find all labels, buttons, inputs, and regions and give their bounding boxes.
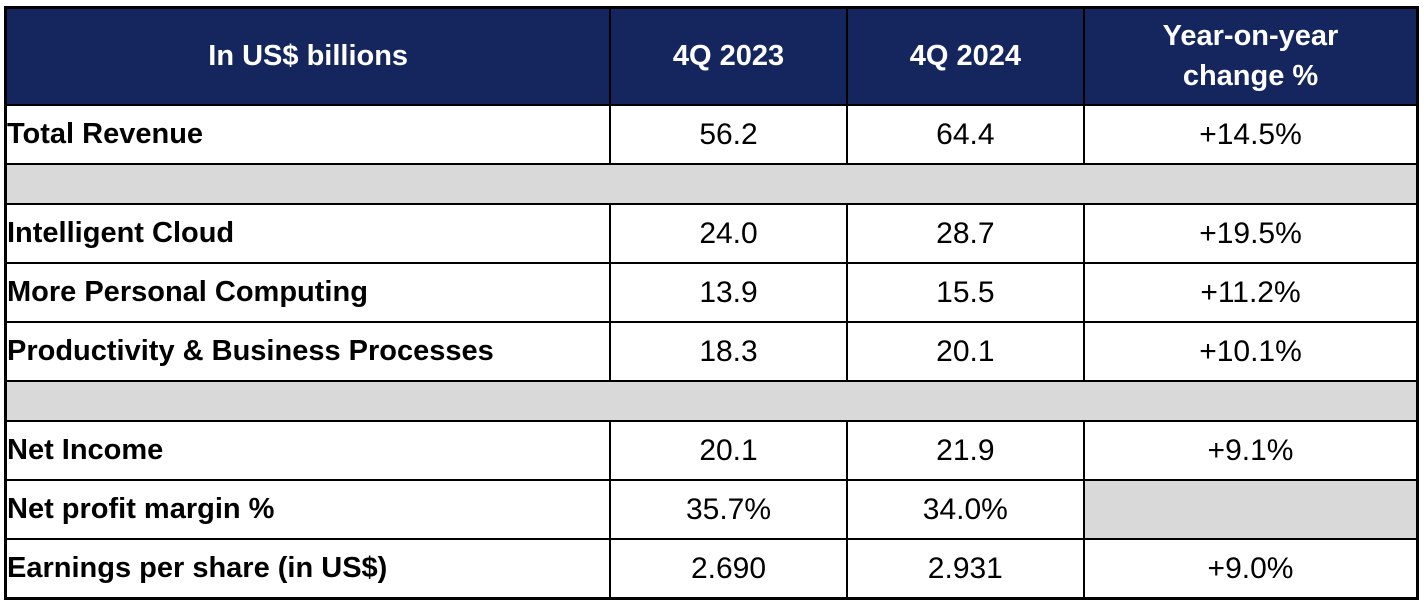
- cell-q4-2024: 34.0%: [845, 479, 1086, 540]
- row-label: Intelligent Cloud: [4, 203, 612, 264]
- row-label: Net profit margin %: [4, 479, 612, 540]
- row-label: Productivity & Business Processes: [4, 321, 612, 382]
- table-row-earnings-per-share: Earnings per share (in US$) 2.690 2.931 …: [4, 538, 1419, 600]
- table-row-productivity-business-processes: Productivity & Business Processes 18.3 2…: [4, 321, 1419, 382]
- cell-q4-2023: 2.690: [609, 538, 848, 600]
- spacer-row: [5, 380, 1418, 422]
- cell-yoy: +11.2%: [1083, 262, 1419, 323]
- table-row-net-income: Net Income 20.1 21.9 +9.1%: [4, 420, 1419, 481]
- header-yoy-line2: change %: [1182, 59, 1319, 92]
- spacer-cell: [5, 380, 1418, 422]
- table-body: Total Revenue 56.2 64.4 +14.5% Intellige…: [4, 104, 1419, 600]
- table-header: In US$ billions 4Q 2023 4Q 2024 Year-on-…: [4, 6, 1419, 106]
- cell-yoy: +9.1%: [1083, 420, 1419, 481]
- financial-results-table: In US$ billions 4Q 2023 4Q 2024 Year-on-…: [4, 6, 1419, 600]
- cell-yoy: +19.5%: [1083, 203, 1419, 264]
- header-yoy-line1: Year-on-year: [1162, 20, 1339, 53]
- table-row-more-personal-computing: More Personal Computing 13.9 15.5 +11.2%: [4, 262, 1419, 323]
- header-yoy-change: Year-on-year change %: [1083, 6, 1419, 106]
- cell-q4-2024: 20.1: [845, 321, 1086, 382]
- cell-q4-2023: 13.9: [609, 262, 848, 323]
- cell-q4-2024: 21.9: [845, 420, 1086, 481]
- cell-q4-2023: 24.0: [609, 203, 848, 264]
- cell-q4-2024: 28.7: [845, 203, 1086, 264]
- spacer-cell: [5, 163, 1418, 205]
- table-row-intelligent-cloud: Intelligent Cloud 24.0 28.7 +19.5%: [4, 203, 1419, 264]
- row-label: Net Income: [4, 420, 612, 481]
- table-row-total-revenue: Total Revenue 56.2 64.4 +14.5%: [4, 104, 1419, 165]
- cell-yoy-empty: [1083, 479, 1419, 540]
- header-q4-2023: 4Q 2023: [609, 6, 848, 106]
- cell-q4-2023: 35.7%: [609, 479, 848, 540]
- cell-q4-2023: 20.1: [609, 420, 848, 481]
- cell-yoy: +14.5%: [1083, 104, 1419, 165]
- row-label: Total Revenue: [4, 104, 612, 165]
- cell-q4-2023: 56.2: [609, 104, 848, 165]
- cell-q4-2024: 2.931: [845, 538, 1086, 600]
- cell-q4-2024: 15.5: [845, 262, 1086, 323]
- row-label: Earnings per share (in US$): [4, 538, 612, 600]
- row-label: More Personal Computing: [4, 262, 612, 323]
- cell-yoy: +9.0%: [1083, 538, 1419, 600]
- cell-q4-2023: 18.3: [609, 321, 848, 382]
- cell-q4-2024: 64.4: [845, 104, 1086, 165]
- header-q4-2024: 4Q 2024: [845, 6, 1086, 106]
- header-row: In US$ billions 4Q 2023 4Q 2024 Year-on-…: [4, 6, 1419, 106]
- header-metric: In US$ billions: [4, 6, 612, 106]
- table-row-net-profit-margin: Net profit margin % 35.7% 34.0%: [4, 479, 1419, 540]
- cell-yoy: +10.1%: [1083, 321, 1419, 382]
- spacer-row: [5, 163, 1418, 205]
